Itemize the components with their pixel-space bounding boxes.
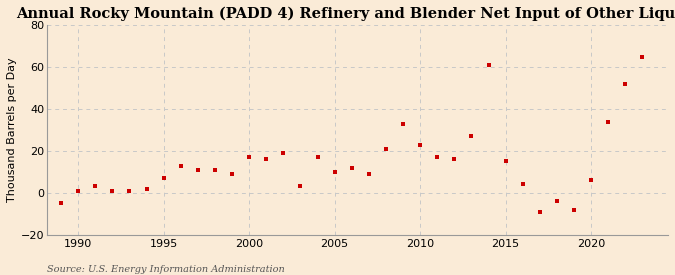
- Point: [261, 157, 271, 161]
- Point: [141, 186, 152, 191]
- Point: [176, 163, 186, 168]
- Point: [90, 184, 101, 189]
- Point: [551, 199, 562, 203]
- Point: [346, 166, 357, 170]
- Point: [398, 122, 408, 126]
- Point: [517, 182, 528, 187]
- Point: [209, 167, 220, 172]
- Point: [449, 157, 460, 161]
- Point: [244, 155, 254, 160]
- Point: [329, 170, 340, 174]
- Point: [107, 188, 117, 193]
- Text: Source: U.S. Energy Information Administration: Source: U.S. Energy Information Administ…: [47, 265, 285, 274]
- Y-axis label: Thousand Barrels per Day: Thousand Barrels per Day: [7, 58, 17, 202]
- Point: [568, 207, 579, 212]
- Point: [363, 172, 374, 176]
- Point: [192, 167, 203, 172]
- Point: [73, 188, 84, 193]
- Point: [312, 155, 323, 160]
- Point: [620, 82, 630, 86]
- Point: [414, 142, 425, 147]
- Point: [295, 184, 306, 189]
- Point: [55, 201, 66, 205]
- Point: [637, 54, 648, 59]
- Title: Annual Rocky Mountain (PADD 4) Refinery and Blender Net Input of Other Liquids: Annual Rocky Mountain (PADD 4) Refinery …: [16, 7, 675, 21]
- Point: [466, 134, 477, 138]
- Point: [227, 172, 238, 176]
- Point: [586, 178, 597, 182]
- Point: [483, 63, 494, 67]
- Point: [278, 151, 289, 155]
- Point: [535, 209, 545, 214]
- Point: [158, 176, 169, 180]
- Point: [432, 155, 443, 160]
- Point: [381, 147, 392, 151]
- Point: [500, 159, 511, 164]
- Point: [124, 188, 135, 193]
- Point: [603, 119, 614, 124]
